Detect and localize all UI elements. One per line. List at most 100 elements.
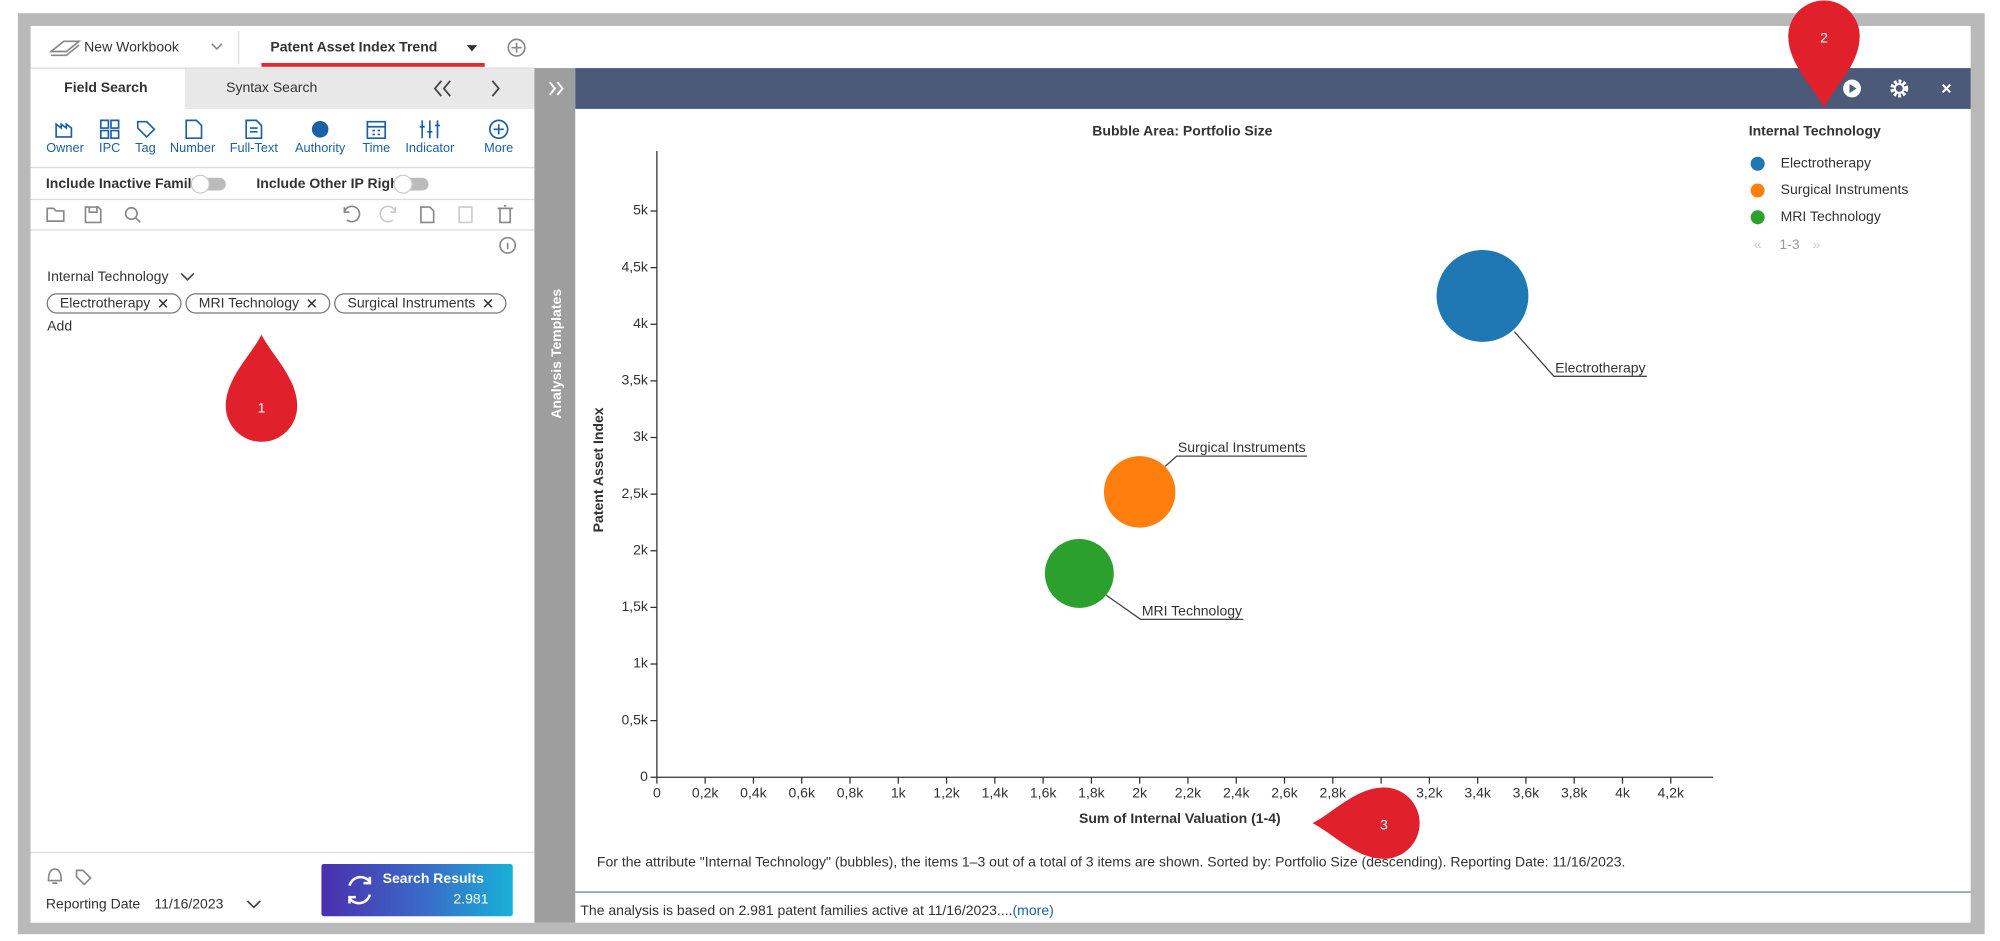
x-tick-label: 2k — [1132, 785, 1148, 801]
legend-marker — [1750, 183, 1765, 198]
paste-icon[interactable] — [458, 206, 473, 224]
dropdown-arrow — [466, 45, 478, 52]
legend-prev[interactable]: « — [1754, 236, 1762, 252]
workbook-tab[interactable]: New Workbook — [48, 38, 223, 57]
owner-icon[interactable] — [55, 122, 73, 138]
legend-page: 1-3 — [1779, 236, 1799, 252]
bubble — [1103, 456, 1176, 528]
tool-label[interactable]: Tag — [135, 140, 156, 155]
side-panel-label: Analysis Templates — [548, 289, 564, 419]
y-tick-label: 0 — [640, 768, 648, 784]
save-icon[interactable] — [84, 206, 102, 224]
ipc-icon[interactable] — [99, 119, 120, 140]
undo-icon[interactable] — [343, 205, 361, 223]
bubble-chart: Bubble Area: Portfolio Size Patent Asset… — [590, 123, 1908, 827]
fulltext-icon[interactable] — [245, 119, 263, 140]
chip-bg — [46, 293, 182, 314]
tool-label[interactable]: Indicator — [405, 140, 455, 155]
delete-icon[interactable] — [497, 205, 513, 224]
add-link[interactable]: Add — [47, 318, 72, 334]
tool-label[interactable]: More — [484, 140, 513, 155]
chip-label: MRI Technology — [199, 295, 299, 311]
settings-button[interactable] — [1890, 79, 1909, 98]
chart-title: Bubble Area: Portfolio Size — [1092, 123, 1272, 139]
bell-icon[interactable] — [47, 868, 63, 884]
chip-remove — [483, 299, 493, 308]
footnote: For the attribute "Internal Technology" … — [597, 853, 1625, 869]
x-tick-label: 4,2k — [1658, 785, 1685, 801]
leader-line — [1105, 594, 1244, 620]
tool-label[interactable]: Full-Text — [230, 140, 279, 155]
refresh-icon — [348, 875, 372, 905]
chip[interactable]: Electrotherapy — [46, 293, 182, 314]
toggle[interactable] — [393, 174, 429, 194]
callout-number: 2 — [1820, 29, 1828, 45]
file-toolbar — [46, 205, 513, 224]
tool-label[interactable]: IPC — [99, 140, 120, 155]
y-tick-label: 1,5k — [621, 598, 648, 614]
tool-label[interactable]: Owner — [46, 140, 84, 155]
y-tick-label: 5k — [633, 202, 649, 218]
y-tick-label: 3,5k — [621, 372, 648, 388]
date-chevron[interactable] — [246, 900, 261, 909]
open-icon[interactable] — [46, 207, 65, 222]
authority-icon[interactable] — [311, 121, 329, 138]
close-button[interactable] — [1941, 83, 1951, 94]
search-results-button[interactable]: Search Results 2.981 — [321, 863, 513, 917]
search-tab[interactable]: Syntax Search — [226, 79, 317, 95]
x-tick-label: 3,8k — [1561, 785, 1588, 801]
add-tab[interactable] — [507, 38, 526, 57]
callouts: 1 2 3 — [225, 0, 1860, 859]
number-icon[interactable] — [185, 119, 203, 140]
y-tick-label: 1k — [633, 655, 649, 671]
collapse-button[interactable] — [433, 80, 451, 97]
search-tab[interactable]: Field Search — [64, 79, 147, 95]
x-tick-label: 2,8k — [1320, 785, 1347, 801]
more-link[interactable]: (more) — [1013, 902, 1054, 918]
x-tick-label: 2,4k — [1223, 785, 1250, 801]
callout-pin — [1312, 787, 1420, 859]
x-tick-label: 0,4k — [740, 785, 767, 801]
active-tab[interactable]: Patent Asset Index Trend — [261, 38, 485, 67]
indicator-icon[interactable] — [419, 120, 441, 139]
x-tick-label: 3,4k — [1464, 785, 1491, 801]
callout-number: 3 — [1380, 816, 1388, 832]
info-icon[interactable] — [499, 236, 517, 254]
tool-label[interactable]: Number — [170, 140, 216, 155]
filter-chevron[interactable] — [180, 272, 195, 281]
reporting-date[interactable]: 11/16/2023 — [154, 896, 223, 912]
bubble — [1436, 250, 1529, 342]
legend-next[interactable]: » — [1813, 236, 1821, 252]
tab-underline — [261, 62, 485, 67]
side-strip[interactable] — [534, 68, 576, 923]
legend-marker — [1750, 156, 1765, 171]
x-tick-label: 1,4k — [982, 785, 1009, 801]
x-tick-label: 0,8k — [837, 785, 864, 801]
chip-bg — [334, 293, 507, 314]
history-icon[interactable] — [124, 206, 138, 221]
x-tick-label: 1k — [891, 785, 907, 801]
chip[interactable]: Surgical Instruments — [334, 293, 507, 314]
tag-icon[interactable] — [136, 120, 156, 139]
more-icon[interactable] — [488, 119, 509, 140]
tag-icon[interactable] — [75, 869, 92, 886]
y-axis-label: Patent Asset Index — [590, 407, 606, 532]
chip[interactable]: MRI Technology — [185, 293, 331, 314]
chip-label: Surgical Instruments — [348, 295, 476, 311]
next-button[interactable] — [491, 80, 500, 97]
workbook-name: New Workbook — [84, 38, 180, 54]
tool-label[interactable]: Authority — [295, 140, 346, 155]
copy-icon[interactable] — [420, 206, 435, 224]
gear-teeth — [1890, 79, 1909, 98]
x-tick-label: 4k — [1615, 785, 1631, 801]
bubble-label: Surgical Instruments — [1178, 439, 1306, 455]
bubble — [1044, 538, 1114, 608]
status-text: The analysis is based on 2.981 patent fa… — [580, 902, 1012, 918]
x-tick-label: 2,2k — [1175, 785, 1202, 801]
redo-icon[interactable] — [379, 205, 397, 223]
time-icon[interactable] — [366, 120, 387, 140]
expand-icon[interactable] — [548, 81, 564, 96]
tool-label[interactable]: Time — [362, 140, 390, 155]
toggle-knob — [190, 174, 210, 194]
toggle[interactable] — [190, 174, 226, 194]
